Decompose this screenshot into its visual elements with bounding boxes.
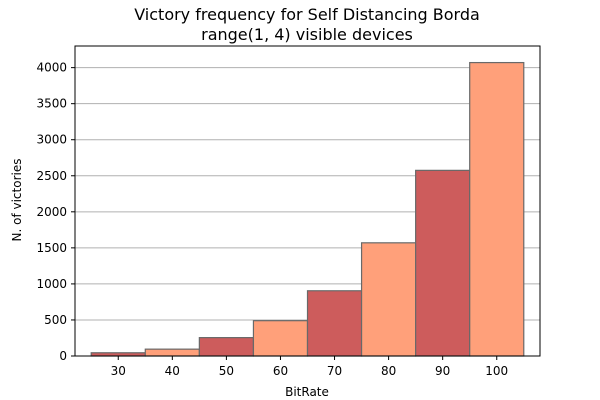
bar-90	[415, 169, 471, 357]
y-tick-label: 1500	[36, 241, 67, 255]
x-axis-label: BitRate	[285, 385, 329, 399]
x-tick-label: 30	[111, 364, 126, 378]
y-tick-label: 1000	[36, 277, 67, 291]
y-tick-label: 500	[44, 313, 67, 327]
bar-100	[469, 61, 525, 357]
y-tick-label: 2500	[36, 169, 67, 183]
y-tick-label: 4000	[36, 61, 67, 75]
x-tick-label: 70	[327, 364, 342, 378]
y-tick-label: 3000	[36, 133, 67, 147]
x-tick-label: 100	[485, 364, 508, 378]
x-tick-label: 50	[219, 364, 234, 378]
x-tick-label: 60	[273, 364, 288, 378]
x-tick-label: 80	[381, 364, 396, 378]
chart-title-line2: range(1, 4) visible devices	[201, 25, 413, 44]
bar-60	[252, 320, 309, 357]
bar-50	[198, 337, 255, 357]
x-tick-label: 40	[165, 364, 180, 378]
bar-70	[306, 290, 363, 357]
y-tick-label: 0	[59, 349, 67, 363]
bar-80	[360, 242, 417, 357]
y-tick-label: 2000	[36, 205, 67, 219]
bars	[90, 61, 525, 357]
y-axis-label: N. of victories	[10, 159, 24, 242]
x-tick-label: 90	[435, 364, 450, 378]
chart-title-line1: Victory frequency for Self Distancing Bo…	[134, 5, 480, 24]
plot-frame	[74, 45, 541, 357]
y-tick-label: 3500	[36, 97, 67, 111]
grid-lines	[75, 67, 540, 357]
bar-40	[144, 348, 200, 357]
y-axis-ticks: 0 500 1000 1500 2000 2500 3000 3500 4000	[36, 61, 75, 363]
x-axis-ticks: 30 40 50 60 70 80 90 100	[111, 356, 508, 378]
